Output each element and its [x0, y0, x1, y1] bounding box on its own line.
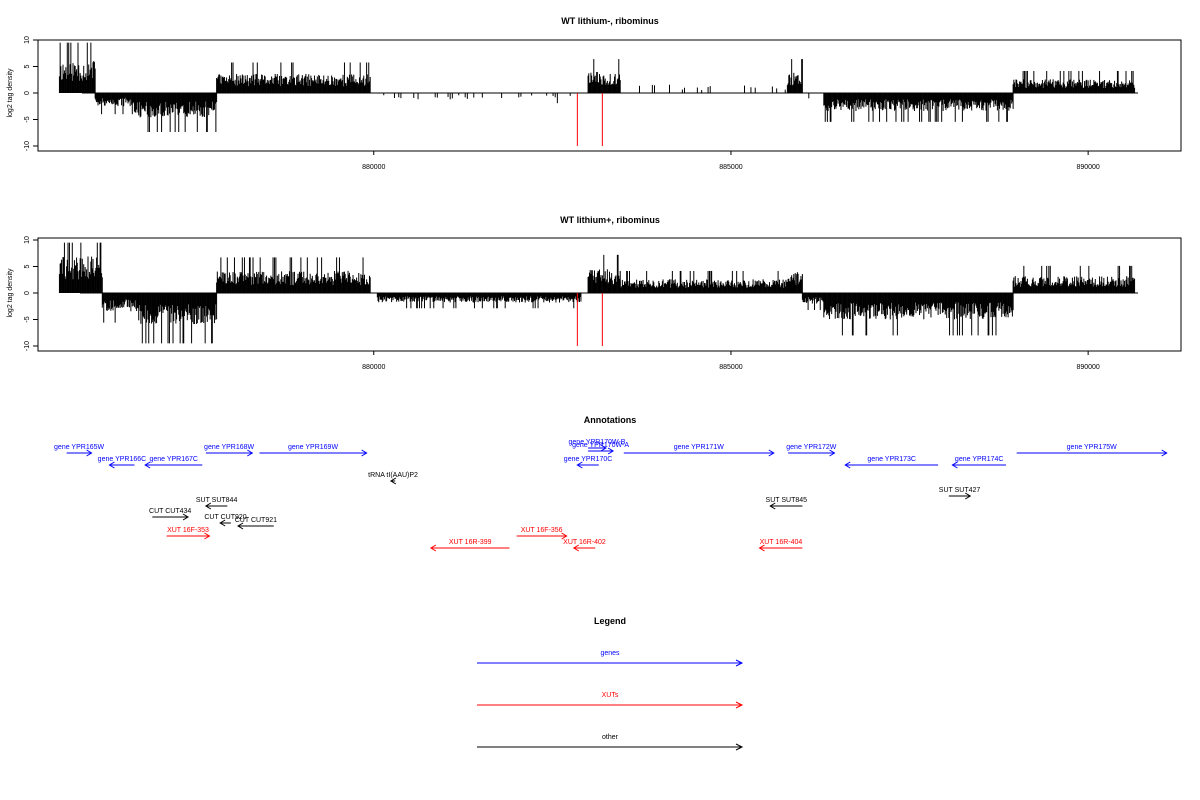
feature-arrowhead — [768, 449, 775, 457]
legend-items: genes XUTs other — [477, 650, 744, 751]
legend-label: genes — [600, 650, 620, 657]
feature-arrowhead — [576, 461, 583, 469]
x-tick-label: 890000 — [1076, 164, 1099, 171]
feature-arrowhead — [182, 513, 189, 521]
feature-label: gene YPR167C — [149, 456, 198, 463]
feature-label: gene YPR170W-A — [572, 442, 629, 449]
middle-panel-density-bars — [58, 242, 1136, 344]
top-panel-density-bars — [58, 42, 1136, 133]
feature-label: gene YPR168W — [204, 444, 254, 451]
top-panel-highlight-lines — [576, 93, 603, 146]
y-tick-label: 10 — [24, 236, 31, 244]
x-tick-label: 880000 — [362, 164, 385, 171]
feature-arrowhead — [758, 544, 765, 552]
feature-arrowhead — [204, 532, 211, 540]
feature-label: SUT SUT427 — [939, 487, 981, 494]
feature-label: CUT CUT920 — [204, 514, 246, 521]
feature-arrowhead — [247, 449, 254, 457]
feature-label: CUT CUT921 — [235, 517, 277, 524]
feature-label: gene YPR169W — [288, 444, 338, 451]
legend-label: XUTs — [602, 692, 619, 699]
y-tick-label: -10 — [24, 141, 31, 151]
feature-label: SUT SUT844 — [196, 497, 238, 504]
feature-arrowhead — [844, 461, 851, 469]
middle-panel-x-axis: 880000 885000 890000 — [362, 351, 1100, 371]
feature-arrowhead — [607, 447, 615, 455]
y-tick-label: -5 — [24, 116, 31, 122]
feature-arrowhead — [144, 461, 151, 469]
feature-label: gene YPR173C — [867, 456, 916, 463]
middle-panel-ylabel: log2 tag density — [7, 268, 14, 318]
feature-label: gene YPR165W — [54, 444, 104, 451]
feature-arrowhead — [600, 444, 607, 452]
feature-arrowhead — [219, 519, 226, 527]
feature-arrowhead — [572, 544, 580, 552]
feature-label: gene YPR170W-B — [569, 439, 626, 446]
feature-arrowhead — [204, 502, 212, 510]
legend-title: Legend — [594, 616, 626, 626]
feature-arrowhead — [1161, 449, 1168, 457]
y-tick-label: -10 — [24, 341, 31, 351]
y-tick-label: 10 — [24, 36, 31, 44]
annotation-features: gene YPR165W gene YPR166C gene YPR167C gene… — [54, 439, 1168, 552]
feature-label: XUT 16R-404 — [760, 539, 803, 546]
feature-arrowhead — [361, 449, 368, 457]
y-tick-label: 5 — [24, 64, 31, 68]
feature-label: XUT 16R-399 — [449, 539, 492, 546]
y-tick-label: 5 — [24, 264, 31, 268]
feature-arrowhead — [965, 492, 972, 500]
middle-panel-title: WT lithium+, ribominus — [560, 215, 660, 225]
feature-arrowhead — [108, 461, 115, 469]
feature-arrowhead — [561, 532, 568, 540]
legend-label: other — [602, 734, 619, 741]
feature-label: gene YPR171W — [674, 444, 724, 451]
feature-arrowhead — [769, 502, 776, 510]
feature-label: gene YPR172W — [786, 444, 836, 451]
feature-label: XUT 16R-402 — [563, 539, 606, 546]
feature-arrowhead — [86, 449, 93, 457]
feature-label: XUT 16F-353 — [167, 527, 209, 534]
feature-arrowhead — [429, 544, 437, 552]
top-panel-x-axis: 880000 885000 890000 — [362, 151, 1100, 171]
feature-arrowhead — [389, 477, 397, 485]
x-tick-label: 890000 — [1076, 364, 1099, 371]
top-panel-ylabel: log2 tag density — [7, 68, 14, 118]
x-tick-label: 885000 — [719, 364, 742, 371]
feature-label: gene YPR175W — [1067, 444, 1117, 451]
top-panel: WT lithium-, ribominus log2 tag density … — [7, 16, 1182, 171]
x-tick-label: 880000 — [362, 364, 385, 371]
feature-label: SUT SUT845 — [766, 497, 808, 504]
feature-label: gene YPR174C — [955, 456, 1004, 463]
top-panel-title: WT lithium-, ribominus — [561, 16, 659, 26]
x-tick-label: 885000 — [719, 164, 742, 171]
top-panel-y-axis: 10 5 0 -5 -10 — [24, 36, 39, 151]
legend-arrowhead — [735, 701, 744, 709]
y-tick-label: 0 — [24, 291, 31, 295]
feature-arrowhead — [951, 461, 958, 469]
legend-arrowhead — [735, 659, 744, 667]
middle-panel-y-axis: 10 5 0 -5 -10 — [24, 236, 39, 351]
feature-label: gene YPR166C — [98, 456, 147, 463]
feature-label: tRNA tI(AAU)P2 — [368, 472, 418, 479]
feature-arrowhead — [829, 449, 836, 457]
annotations-title: Annotations — [584, 415, 637, 425]
legend-panel: Legend genes XUTs other — [477, 616, 744, 751]
feature-label: CUT CUT434 — [149, 508, 191, 515]
middle-panel-highlight-lines — [576, 293, 603, 346]
feature-arrowhead — [237, 522, 244, 530]
y-tick-label: 0 — [24, 91, 31, 95]
feature-label: gene YPR170C — [564, 456, 613, 463]
middle-panel: WT lithium+, ribominus log2 tag density … — [7, 215, 1182, 371]
y-tick-label: -5 — [24, 316, 31, 322]
legend-arrowhead — [735, 743, 744, 751]
feature-label: XUT 16F-356 — [521, 527, 563, 534]
